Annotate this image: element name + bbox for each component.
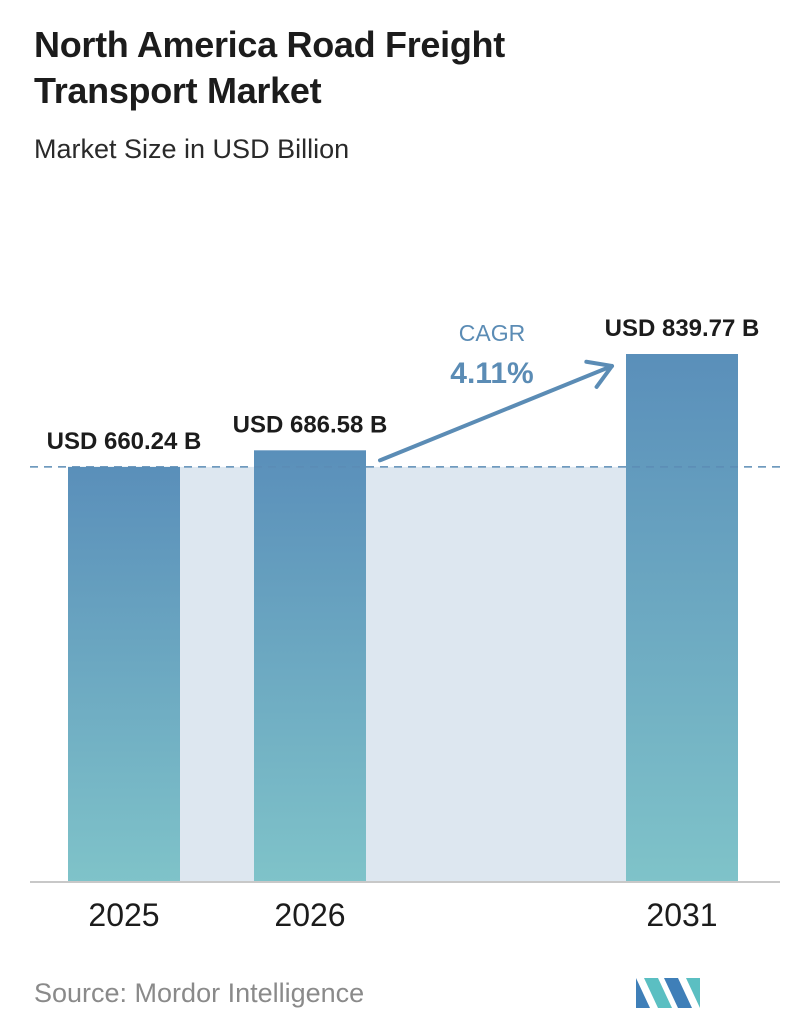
- chart-subtitle: Market Size in USD Billion: [34, 134, 350, 164]
- x-tick-label-2025: 2025: [88, 897, 159, 933]
- cagr-label: CAGR: [459, 320, 525, 346]
- cagr-annotation: CAGR 4.11%: [378, 320, 614, 463]
- cagr-arrow: [378, 364, 614, 463]
- x-tick-label-2031: 2031: [646, 897, 717, 933]
- mordor-intelligence-logo: [636, 978, 700, 1008]
- bar-chart: USD 660.24 B USD 686.58 B USD 839.77 B 202…: [30, 315, 780, 933]
- comparison-band: [180, 466, 254, 882]
- chart-title: North America Road Freight Transport Mar…: [34, 24, 505, 111]
- data-label-2031: USD 839.77 B: [605, 315, 760, 342]
- x-tick-label-2026: 2026: [274, 897, 345, 933]
- data-label-2026: USD 686.58 B: [233, 411, 388, 438]
- bar-2031: [626, 354, 738, 882]
- bar-2026: [254, 450, 366, 882]
- bar-2025: [68, 466, 180, 882]
- comparison-band: [366, 466, 626, 882]
- data-label-2025: USD 660.24 B: [47, 428, 202, 455]
- cagr-arrow-head-icon: [584, 359, 614, 389]
- cagr-value: 4.11%: [450, 357, 533, 390]
- source-text: Source: Mordor Intelligence: [34, 978, 365, 1008]
